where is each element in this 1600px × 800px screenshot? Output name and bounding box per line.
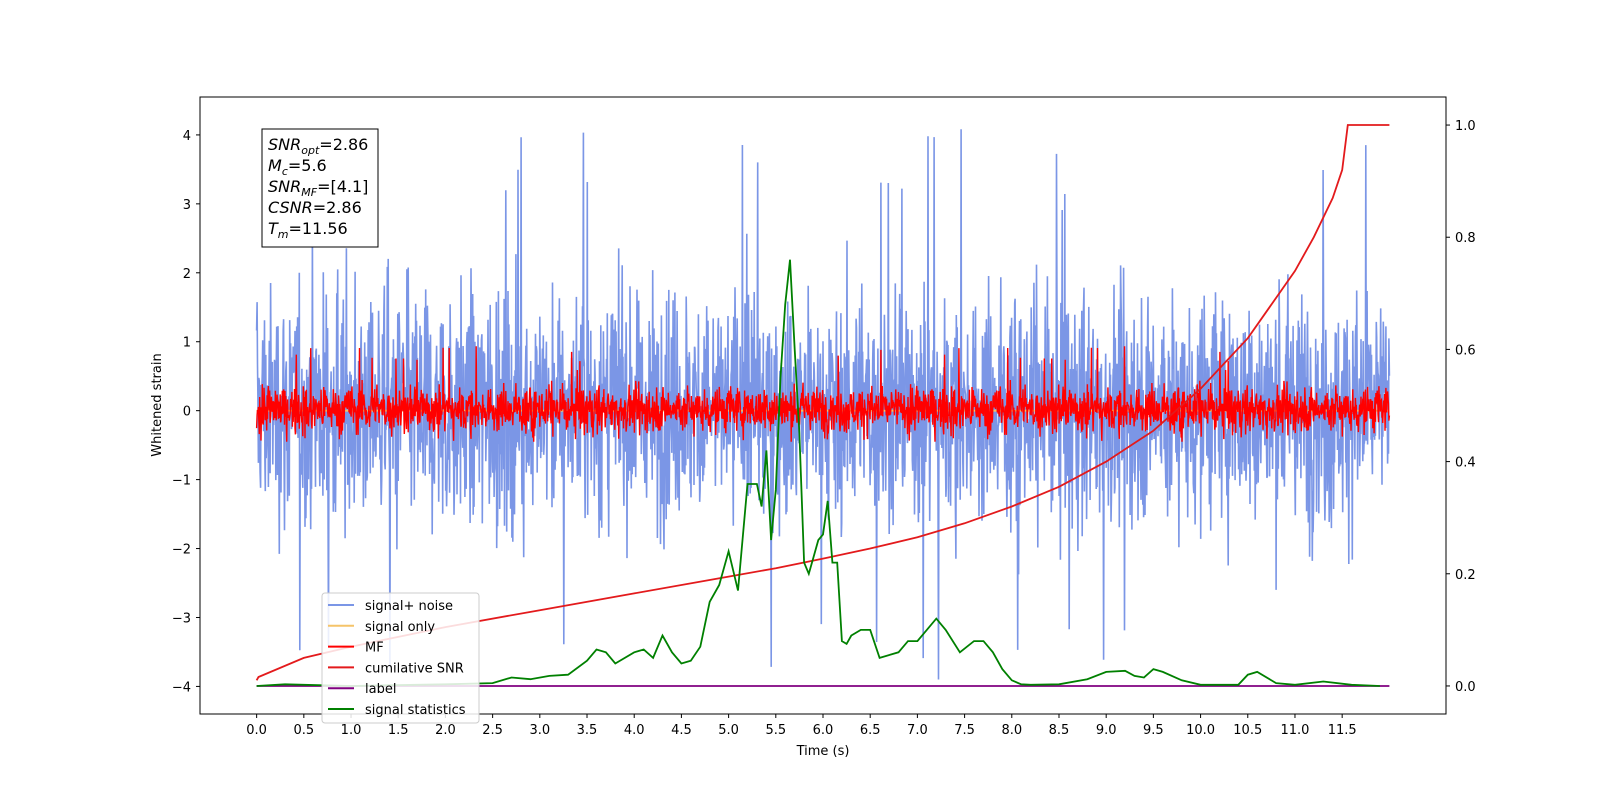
y-tick-label: 1 [183,336,191,351]
annotation-line: Mc=5.6 [268,156,327,178]
annotation-line: CSNR=2.86 [268,198,362,217]
x-tick-label: 10.5 [1233,723,1262,738]
y2-tick-label: 0.6 [1455,343,1476,358]
x-tick-label: 11.0 [1280,723,1309,738]
x-tick-label: 1.5 [388,723,409,738]
series-signal-statistics [256,259,1380,687]
x-tick-label: 4.5 [671,723,692,738]
y-tick-label: −2 [172,543,191,558]
x-tick-label: 0.0 [246,723,267,738]
y-tick-label: 3 [183,198,191,213]
y-tick-label: 4 [183,129,191,144]
legend-label-signal-noise: signal+ noise [365,599,453,614]
x-tick-label: 10.0 [1186,723,1215,738]
x-tick-label: 9.0 [1096,723,1117,738]
y-axis-label: Whitened strain [150,353,165,456]
annotation-line: SNRopt=2.86 [268,135,368,157]
legend: signal+ noise signal only MF cumilative SNR… [321,592,480,724]
x-tick-label: 3.0 [529,723,550,738]
y2-tick-label: 0.8 [1455,231,1476,246]
x-tick-label: 3.5 [577,723,598,738]
x-tick-label: 8.5 [1049,723,1070,738]
x-tick-label: 5.5 [765,723,786,738]
annotation-frame [261,128,379,248]
x-tick-label: 2.5 [482,723,503,738]
legend-frame [321,592,480,724]
y-tick-label: −4 [172,680,191,695]
y2-tick-label: 0.4 [1455,456,1476,471]
x-tick-label: 1.0 [341,723,362,738]
x-tick-label: 7.0 [907,723,928,738]
x-axis-label: Time (s) [796,744,850,759]
legend-label-mf: MF [365,641,384,656]
x-tick-label: 7.5 [954,723,975,738]
legend-label-signal-statistics: signal statistics [365,703,466,718]
x-tick-label: 9.5 [1143,723,1164,738]
x-tick-label: 6.5 [860,723,881,738]
legend-label-cumilative-snr: cumilative SNR [365,661,464,676]
y-tick-label: −3 [172,611,191,626]
y2-tick-label: 0.0 [1455,680,1476,695]
x-tick-label: 5.0 [718,723,739,738]
y2-tick-label: 0.2 [1455,568,1476,583]
x-tick-label: 4.0 [624,723,645,738]
legend-label-signal-only: signal only [365,620,435,635]
series-mf [255,346,1391,442]
y-tick-label: 2 [183,267,191,282]
legend-label-label: label [365,682,396,697]
x-tick-label: 2.0 [435,723,456,738]
y-tick-label: −1 [172,474,191,489]
x-tick-label: 0.5 [293,723,314,738]
annotation-line: Tm=11.56 [268,219,348,241]
y2-tick-label: 1.0 [1455,119,1476,134]
x-tick-label: 11.5 [1328,723,1357,738]
y-tick-label: 0 [183,405,191,420]
axes: 0.0 0.5 1.0 1.5 2.0 2.5 3.0 3.5 4.0 4.5 5.0 5.5 6.0 6… [172,119,1476,738]
x-tick-label: 6.0 [813,723,834,738]
annotation-line: SNRMF=[4.1] [268,177,368,199]
x-tick-label: 8.0 [1001,723,1022,738]
